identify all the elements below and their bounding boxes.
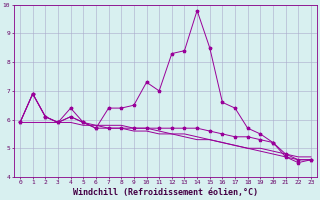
X-axis label: Windchill (Refroidissement éolien,°C): Windchill (Refroidissement éolien,°C): [73, 188, 258, 197]
